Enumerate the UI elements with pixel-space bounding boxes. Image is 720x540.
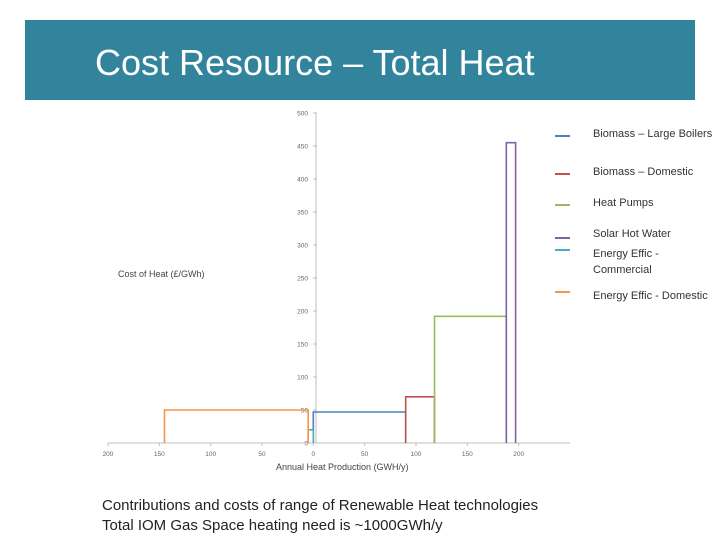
legend-label: Energy Effic - Commercial: [593, 248, 659, 276]
y-tick-label: 200: [297, 309, 308, 316]
y-tick-label: 350: [297, 210, 308, 217]
legend-swatch: [555, 173, 570, 175]
slide-title: Cost Resource – Total Heat: [95, 42, 535, 83]
x-tick-label: 0: [312, 451, 316, 458]
legend-swatch: [555, 204, 570, 206]
x-tick-label: 200: [513, 451, 524, 458]
x-tick-label: 200: [103, 451, 114, 458]
x-axis-label: Annual Heat Production (GWH/y): [276, 462, 409, 472]
legend-label: Biomass – Large Boilers: [593, 128, 713, 140]
y-tick-label: 500: [297, 111, 308, 118]
legend-label: Biomass – Domestic: [593, 166, 694, 178]
series-line-3: [505, 141, 517, 443]
series-line-2: [433, 315, 508, 443]
y-tick-label: 50: [301, 408, 309, 415]
x-axis: 200 150 100 50 0 50 100 150 200: [103, 442, 570, 458]
legend-swatch: [555, 135, 570, 137]
x-tick-label: 50: [361, 451, 369, 458]
y-tick-label: 250: [297, 276, 308, 283]
series-line-0: [312, 411, 407, 443]
x-tick-label: 50: [258, 451, 266, 458]
caption: Contributions and costs of range of Rene…: [102, 496, 538, 536]
y-tick-label: 400: [297, 177, 308, 184]
x-tick-label: 150: [154, 451, 165, 458]
title-bar: [25, 20, 695, 100]
y-tick-label: 150: [297, 342, 308, 349]
y-axis-label: Cost of Heat (£/GWh): [118, 269, 205, 279]
x-tick-label: 150: [462, 451, 473, 458]
legend-swatch: [555, 249, 570, 251]
legend-swatch: [555, 291, 570, 293]
series-line-1: [404, 395, 436, 443]
y-tick-label: 100: [297, 375, 308, 382]
legend-label: Solar Hot Water: [593, 228, 671, 240]
x-tick-label: 100: [411, 451, 422, 458]
y-tick-label: 450: [297, 144, 308, 151]
y-tick-label: 300: [297, 243, 308, 250]
x-tick-label: 100: [205, 451, 216, 458]
legend-swatch: [555, 237, 570, 239]
caption-line-2: Total IOM Gas Space heating need is ~100…: [102, 517, 443, 534]
series-line-5: [163, 409, 310, 443]
legend-label: Energy Effic - Domestic: [593, 290, 708, 302]
y-tick-label: 0: [304, 441, 308, 448]
caption-line-1: Contributions and costs of range of Rene…: [102, 497, 539, 514]
y-axis: 0 50 100 150 200 250 300 350 400 450 500: [297, 111, 317, 448]
series-lines: [163, 141, 517, 443]
legend-label: Heat Pumps: [593, 197, 654, 209]
